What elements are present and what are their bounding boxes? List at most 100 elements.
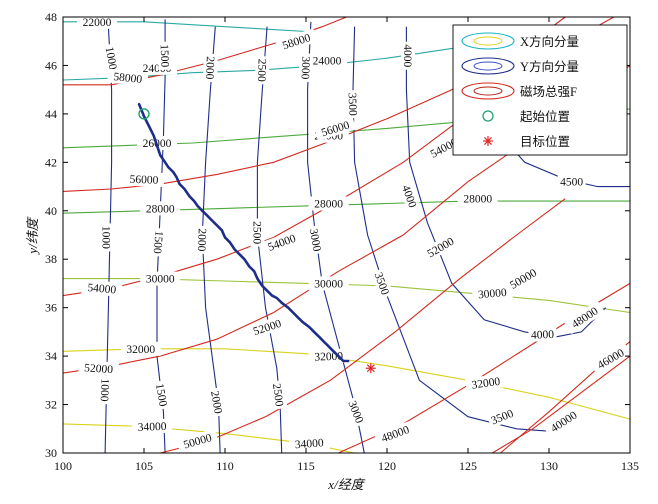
x-component-contour-label-bg [140, 271, 181, 286]
y-component-contour-label: 4000 [401, 44, 413, 67]
x-component-contour-label-bg [307, 53, 348, 68]
total-field-contour-label-bg [313, 115, 357, 141]
legend-label: 磁场总强F [520, 84, 577, 99]
x-component-contour-label-bg [308, 196, 349, 211]
x-component-contour-label-bg [131, 418, 173, 435]
total-field-contour-label-bg [176, 428, 219, 454]
x-axis-label: x/经度 [327, 477, 365, 492]
legend-swatch-inner [473, 61, 503, 71]
y-component-contour-label-bg [557, 174, 586, 189]
y-component-contour-label: 1000 [98, 378, 111, 402]
x-tick-label: 105 [135, 459, 153, 473]
plot-frame [62, 16, 631, 454]
total-field-contour-label-bg [260, 228, 303, 256]
total-field-contour-40000 [492, 355, 631, 454]
y-tick-label: 30 [45, 446, 57, 460]
y-component-contour-label: 2500 [255, 59, 268, 83]
y-component-contour-label-bg [345, 89, 361, 119]
legend-label: Y方向分量 [520, 59, 579, 74]
x-component-contour-label: 22000 [83, 17, 112, 29]
legend-entry: Y方向分量 [461, 57, 579, 75]
x-component-contour-label: 28000 [463, 194, 492, 206]
x-component-contour-label: 30000 [314, 278, 343, 290]
target-position-marker [365, 363, 376, 374]
x-tick-label: 125 [459, 459, 477, 473]
y-axis-label: y/纬度 [25, 216, 40, 255]
legend-target-marker-stroke [484, 137, 492, 145]
y-component-contour-label: 3000 [307, 228, 323, 253]
y-component-contour-label-bg [370, 267, 394, 299]
y-component-contour-label-bg [157, 41, 173, 70]
legend-target-marker [483, 136, 493, 146]
y-component-contour-label: 2000 [195, 228, 208, 252]
x-component-contour-label-bg [308, 276, 349, 291]
y-component-contour-label-bg [401, 41, 416, 70]
y-component-contour-label-bg [102, 43, 121, 74]
start-position-marker [138, 108, 150, 120]
x-tick-label: 135 [621, 459, 639, 473]
legend-swatch-outer [461, 82, 515, 100]
y-component-contour-label: 1000 [100, 226, 112, 249]
target-position-marker-stroke [366, 364, 375, 373]
x-component-contour-label: 28000 [146, 203, 175, 215]
y-tick-label: 34 [45, 349, 57, 363]
legend-entry: X方向分量 [461, 32, 579, 50]
y-component-contour-label-bg [298, 53, 314, 83]
y-component-contour-label: 4000 [531, 329, 555, 342]
y-tick-label: 40 [45, 204, 57, 218]
legend-swatch-inner [473, 36, 503, 46]
total-field-contour-label-bg [589, 342, 632, 375]
y-component-contour-label: 3500 [346, 93, 359, 117]
x-component-contour-label-bg [77, 14, 118, 29]
x-component-contour-label-bg [465, 373, 507, 393]
axis-tick-labels: 100 105 110 115 120 125 130 135 30 32 34 36 38 40 42 44… [45, 10, 639, 473]
y-component-contour-label: 3000 [299, 56, 312, 80]
contour-labels: 2200024000240002600026000280002800028000… [77, 14, 632, 454]
total-field-contour-label-bg [564, 300, 606, 335]
trajectory-line [137, 102, 350, 363]
y-component-contour-label: 2500 [270, 383, 285, 408]
legend-label: X方向分量 [520, 34, 579, 49]
total-field-contour-label-bg [107, 68, 149, 87]
y-component-contour-label: 2000 [208, 390, 224, 415]
x-component-contour-label: 28000 [314, 199, 343, 211]
x-component-contour-label: 34000 [295, 437, 325, 451]
total-field-contour-label: 54000 [87, 282, 117, 296]
y-tick-label: 42 [45, 155, 57, 169]
total-field-contour-label-bg [275, 28, 318, 55]
x-component-contour-label-bg [140, 201, 181, 216]
x-component-contour-label-bg [457, 191, 498, 206]
x-component-contour-label: 34000 [138, 421, 167, 434]
total-field-contour-label-bg [502, 262, 544, 295]
y-component-contour-label-bg [97, 375, 113, 405]
x-component-contour-label: 30000 [478, 287, 508, 301]
x-tick-label: 100 [54, 459, 72, 473]
x-component-contour-label: 32000 [126, 344, 155, 356]
x-tick-label: 115 [297, 459, 315, 473]
total-field-contour-label-bg [81, 279, 123, 298]
legend-swatch-outer [461, 32, 515, 50]
y-component-contour-label-bg [306, 224, 326, 255]
y-tick-label: 46 [45, 58, 57, 72]
y-component-contour-label: 4500 [560, 177, 583, 189]
y-component-contour-label: 2500 [250, 221, 262, 244]
trajectory-layer [137, 102, 350, 363]
y-component-contour-label-bg [152, 379, 172, 410]
total-field-contour-label: 56000 [129, 174, 158, 187]
y-tick-label: 36 [45, 301, 57, 315]
x-component-contour-label-bg [120, 341, 161, 356]
y-component-contour-label: 1500 [151, 230, 165, 254]
x-component-contour-label: 24000 [313, 56, 342, 68]
total-field-contour-label-bg [123, 171, 165, 187]
y-component-contour-4000 [405, 26, 607, 338]
legend-swatch-inner [473, 86, 503, 96]
legend-entry: 起始位置 [482, 109, 570, 124]
legend-label: 起始位置 [520, 109, 570, 124]
y-component-contour-label-bg [150, 227, 167, 257]
legend-label: 目标位置 [520, 134, 570, 149]
x-component-contour-label-bg [288, 434, 330, 452]
